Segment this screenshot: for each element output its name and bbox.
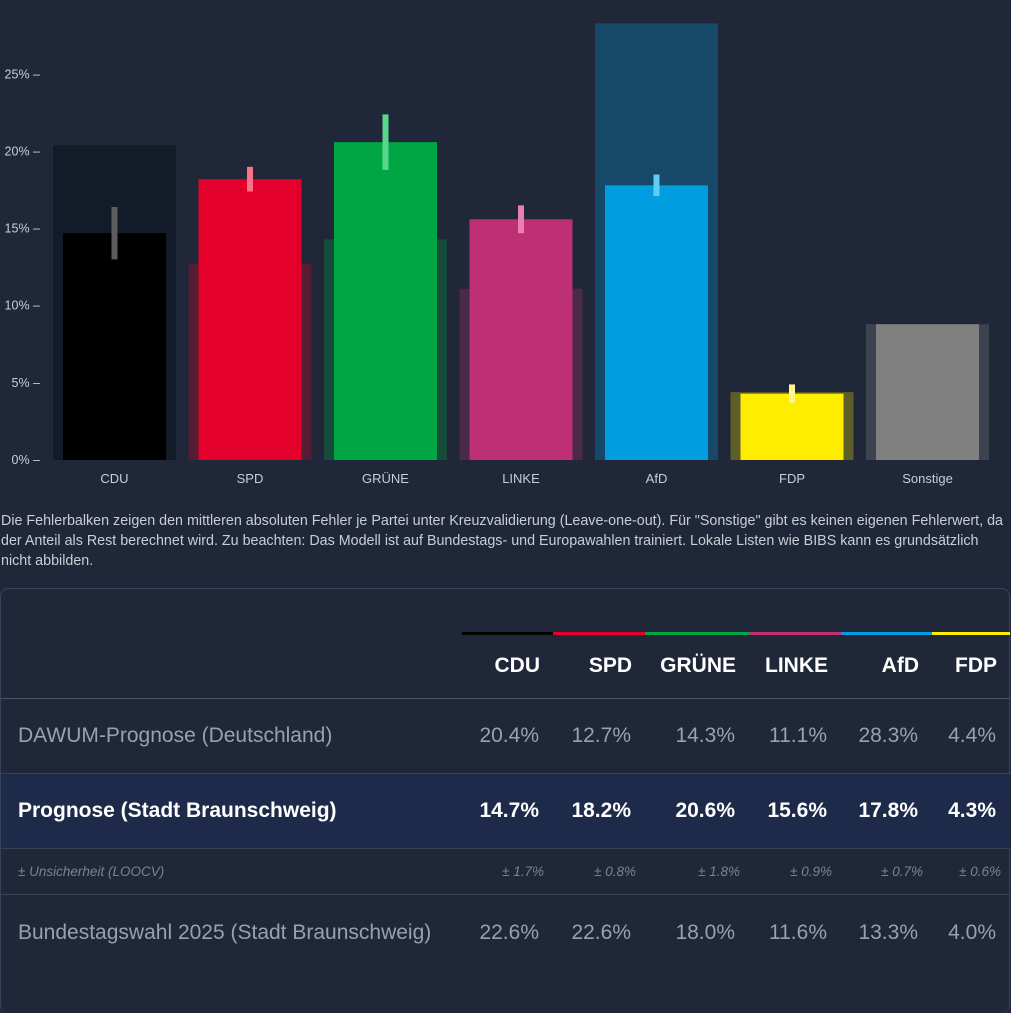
table-cell: 14.7%	[462, 773, 553, 849]
y-tick-label: 15% –	[5, 222, 40, 236]
y-tick-label: 0% –	[12, 453, 41, 467]
bar-prognose-2	[334, 142, 437, 460]
table-cell: ± 1.8%	[645, 848, 749, 895]
header-afd: AfD	[841, 589, 932, 699]
table-cell: 17.8%	[841, 773, 932, 849]
table-cell: ± 0.7%	[841, 848, 932, 895]
table-row-btw: Bundestagswahl 2025 (Stadt Braunschweig)…	[1, 894, 1010, 972]
row-label: Prognose (Stadt Braunschweig)	[1, 773, 462, 849]
table-cell: 13.3%	[858, 921, 918, 945]
bar-prognose-0	[63, 233, 166, 460]
x-tick-label: FDP	[779, 471, 805, 486]
x-tick-label: SPD	[237, 471, 264, 486]
table-cell: 22.6%	[571, 921, 631, 945]
table-cell: 18.0%	[675, 921, 735, 945]
header-spd: SPD	[553, 589, 645, 699]
x-tick-label: GRÜNE	[362, 471, 409, 486]
table-row-unsicherheit: ± Unsicherheit (LOOCV) ± 1.7% ± 0.8% ± 1…	[1, 848, 1010, 895]
chart-note: Die Fehlerbalken zeigen den mittleren ab…	[1, 513, 1003, 569]
table-row-prognose: Prognose (Stadt Braunschweig) 14.7% 18.2…	[1, 773, 1010, 849]
header-linke: LINKE	[749, 589, 841, 699]
table-cell: 22.6%	[479, 921, 539, 945]
table-cell: 15.6%	[749, 773, 841, 849]
table-cell: ± 0.9%	[749, 848, 841, 895]
bar-prognose-1	[198, 179, 302, 460]
y-tick-label: 10% –	[5, 299, 40, 313]
bar-prognose-6	[876, 324, 979, 460]
bar-prognose-4	[605, 185, 708, 460]
header-gruene: GRÜNE	[645, 589, 749, 699]
bar-chart: CDU SPD GRÜNE LINKE AfD FDP Sonstige 0% – 5% – 10…	[5, 23, 989, 486]
x-tick-label: LINKE	[502, 471, 540, 486]
x-tick-label: AfD	[646, 471, 668, 486]
table-cell: 4.0%	[948, 921, 996, 945]
table-cell: ± 1.7%	[462, 848, 553, 895]
table-cell: 28.3%	[841, 698, 932, 774]
header-empty	[1, 589, 462, 699]
bar-prognose-3	[469, 219, 573, 460]
table-row-dawum: DAWUM-Prognose (Deutschland) 20.4% 12.7%…	[1, 698, 1010, 774]
header-fdp: FDP	[932, 589, 1010, 699]
y-tick-label: 20% –	[5, 144, 40, 158]
table-cell: 14.3%	[645, 698, 749, 774]
table-cell: ± 0.6%	[932, 848, 1010, 895]
table-cell: 4.3%	[932, 773, 1010, 849]
table-cell: 20.4%	[462, 698, 553, 774]
bar-prognose-5	[740, 393, 844, 460]
table-cell: 11.6%	[769, 921, 827, 945]
results-table: CDU SPD GRÜNE LINKE AfD FDP DAWUM-Progno…	[1, 589, 1010, 972]
table-cell: 4.4%	[932, 698, 1010, 774]
row-label: ± Unsicherheit (LOOCV)	[1, 848, 462, 895]
results-table-card: CDU SPD GRÜNE LINKE AfD FDP DAWUM-Progno…	[0, 588, 1010, 1013]
table-cell: 18.2%	[553, 773, 645, 849]
y-tick-label: 25% –	[5, 67, 40, 81]
table-cell: 11.1%	[749, 698, 841, 774]
table-header-row: CDU SPD GRÜNE LINKE AfD FDP	[1, 589, 1010, 699]
table-cell: 12.7%	[553, 698, 645, 774]
row-label: DAWUM-Prognose (Deutschland)	[1, 698, 462, 774]
x-tick-label: CDU	[100, 471, 128, 486]
table-cell: ± 0.8%	[553, 848, 645, 895]
header-cdu: CDU	[462, 589, 553, 699]
y-tick-label: 5% –	[12, 376, 41, 390]
table-cell: 20.6%	[645, 773, 749, 849]
x-tick-label: Sonstige	[902, 471, 953, 486]
row-label: Bundestagswahl 2025 (Stadt Braunschweig)	[18, 921, 432, 945]
